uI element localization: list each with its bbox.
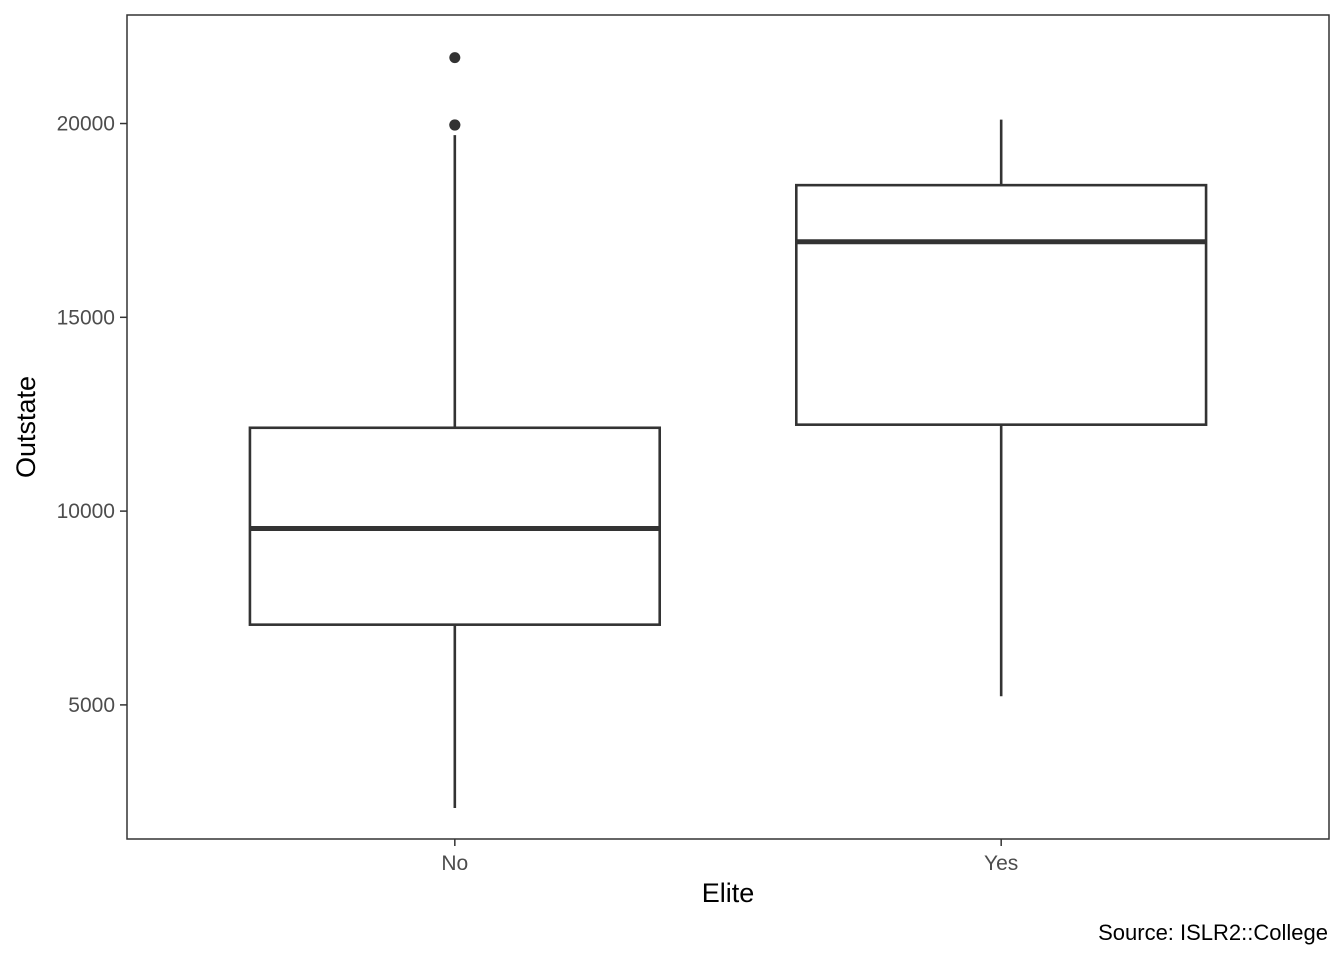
y-tick-label: 20000: [57, 113, 115, 136]
box-no: [248, 52, 662, 808]
box-yes: [794, 119, 1208, 697]
x-axis-title: Elite: [702, 878, 755, 908]
y-tick-label: 5000: [68, 694, 115, 717]
outlier-point: [449, 119, 461, 131]
outlier-point: [449, 52, 461, 64]
chart-caption: Source: ISLR2::College: [1098, 920, 1328, 945]
panel-border: [126, 14, 1330, 840]
y-tick-label: 10000: [57, 500, 115, 523]
x-axis: No Yes: [441, 839, 1018, 875]
plot-layer: [248, 52, 1208, 808]
x-tick-label: No: [441, 852, 468, 875]
y-tick-label: 15000: [57, 306, 115, 329]
y-axis-title: Outstate: [11, 376, 41, 478]
x-tick-label: Yes: [984, 852, 1018, 875]
iqr-box: [794, 183, 1208, 426]
y-axis: 5000 10000 15000 20000: [57, 113, 127, 717]
